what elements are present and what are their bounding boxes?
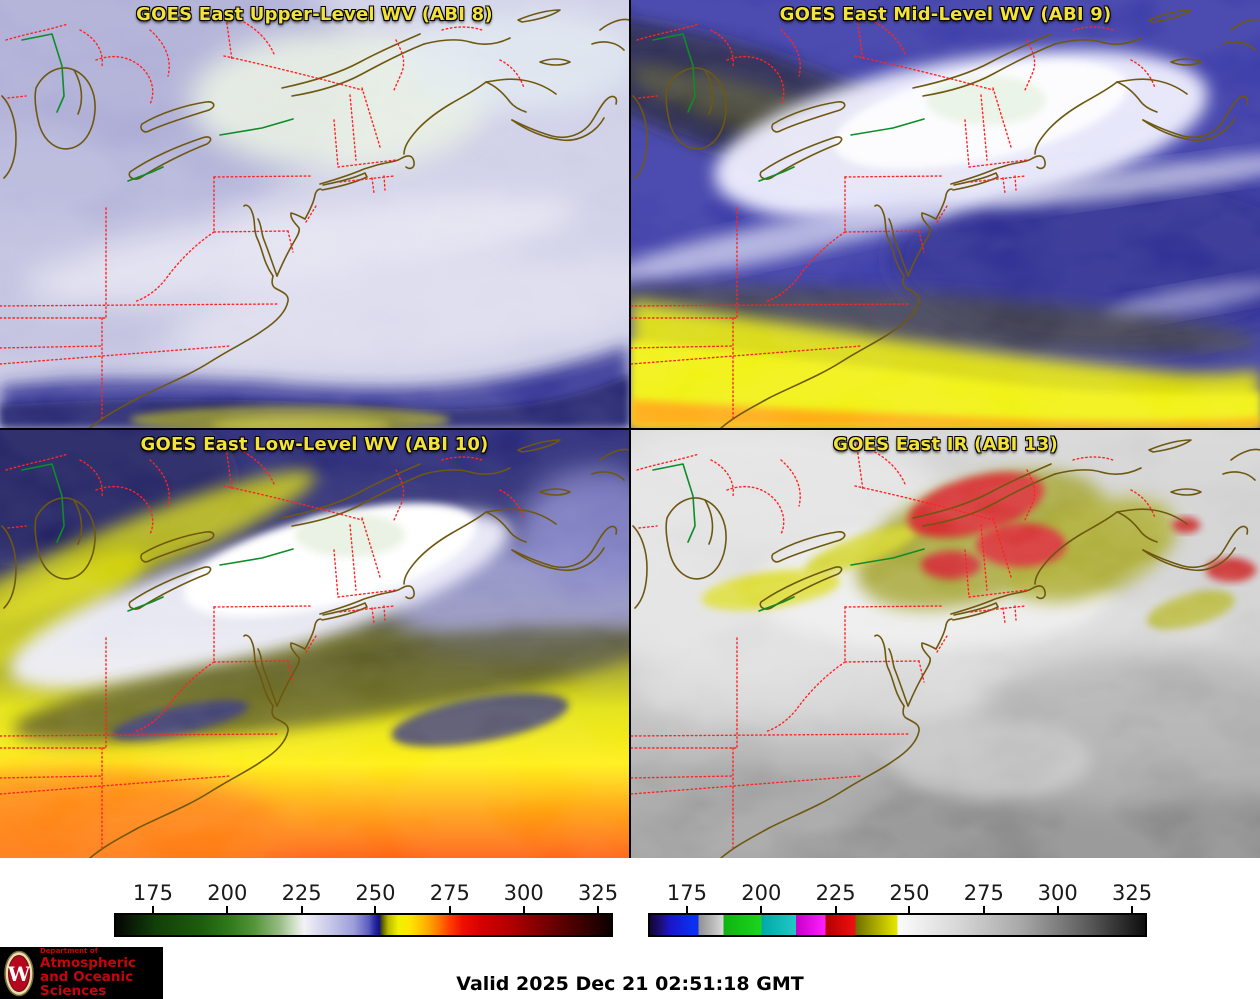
tick-mark [834, 906, 837, 913]
colorbar-tick-label: 175 [132, 881, 173, 905]
ir-colorbar [648, 913, 1147, 937]
uw-crest-icon: W [4, 950, 34, 996]
uw-crest-letter: W [7, 962, 31, 986]
satellite-image-abi13 [631, 430, 1260, 858]
ir-colorbar-group: 175 200 225 250 275 300 325 [648, 880, 1152, 942]
logo-text: Department of Atmospheric and Oceanic Sc… [40, 946, 163, 999]
tick-mark [448, 906, 451, 913]
tick-mark [522, 906, 525, 913]
tick-mark [1131, 906, 1134, 913]
colorbar-tick-label: 325 [1111, 881, 1153, 905]
panel-title-abi10: GOES East Low-Level WV (ABI 10) [140, 434, 489, 455]
wv-colorbar [114, 913, 613, 937]
colorbar-tick-label: 275 [429, 881, 470, 905]
panel-title-abi13: GOES East IR (ABI 13) [833, 434, 1058, 455]
colorbar-tick-label: 250 [355, 881, 396, 905]
colorbar-tick-label: 300 [1037, 881, 1078, 905]
logo-line-oceanic: and Oceanic Sciences [40, 969, 134, 999]
tick-mark [151, 906, 154, 913]
panel-title-abi9: GOES East Mid-Level WV (ABI 9) [779, 4, 1112, 25]
colorbar-tick-label: 225 [281, 881, 322, 905]
colorbar-tick-label: 300 [503, 881, 544, 905]
satellite-image-abi9 [631, 0, 1260, 428]
colorbar-tick-label: 275 [963, 881, 1004, 905]
satellite-image-abi8 [0, 0, 629, 428]
panel-upper-level-wv: GOES East Upper-Level WV (ABI 8) [0, 0, 629, 428]
colorbar-tick-label: 175 [666, 881, 707, 905]
valid-time: Valid 2025 Dec 21 02:51:18 GMT [456, 973, 804, 995]
tick-mark [908, 906, 911, 913]
tick-mark [374, 906, 377, 913]
wv-colorbar-group: 175 200 225 250 275 300 325 [114, 880, 618, 942]
satellite-quad-grid: GOES East Upper-Level WV (ABI 8) [0, 0, 1260, 858]
colorbar-tick-label: 250 [889, 881, 930, 905]
colorbar-tick-label: 200 [207, 881, 248, 905]
uw-aos-logo: W Department of Atmospheric and Oceanic … [0, 947, 163, 999]
logo-line-department: Department of [40, 946, 98, 955]
panel-low-level-wv: GOES East Low-Level WV (ABI 10) [0, 430, 629, 858]
tick-mark [226, 906, 229, 913]
panel-ir: GOES East IR (ABI 13) [631, 430, 1260, 858]
colorbar-tick-label: 325 [577, 881, 619, 905]
tick-mark [597, 906, 600, 913]
colorbar-tick-label: 200 [741, 881, 782, 905]
tick-mark [982, 906, 985, 913]
colorbar-tick-label: 225 [815, 881, 856, 905]
panel-mid-level-wv: GOES East Mid-Level WV (ABI 9) [631, 0, 1260, 428]
tick-mark [1056, 906, 1059, 913]
tick-mark [760, 906, 763, 913]
tick-mark [685, 906, 688, 913]
logo-line-atmospheric: Atmospheric [40, 954, 136, 971]
panel-title-abi8: GOES East Upper-Level WV (ABI 8) [136, 4, 493, 25]
satellite-image-abi10 [0, 430, 629, 858]
tick-mark [300, 906, 303, 913]
